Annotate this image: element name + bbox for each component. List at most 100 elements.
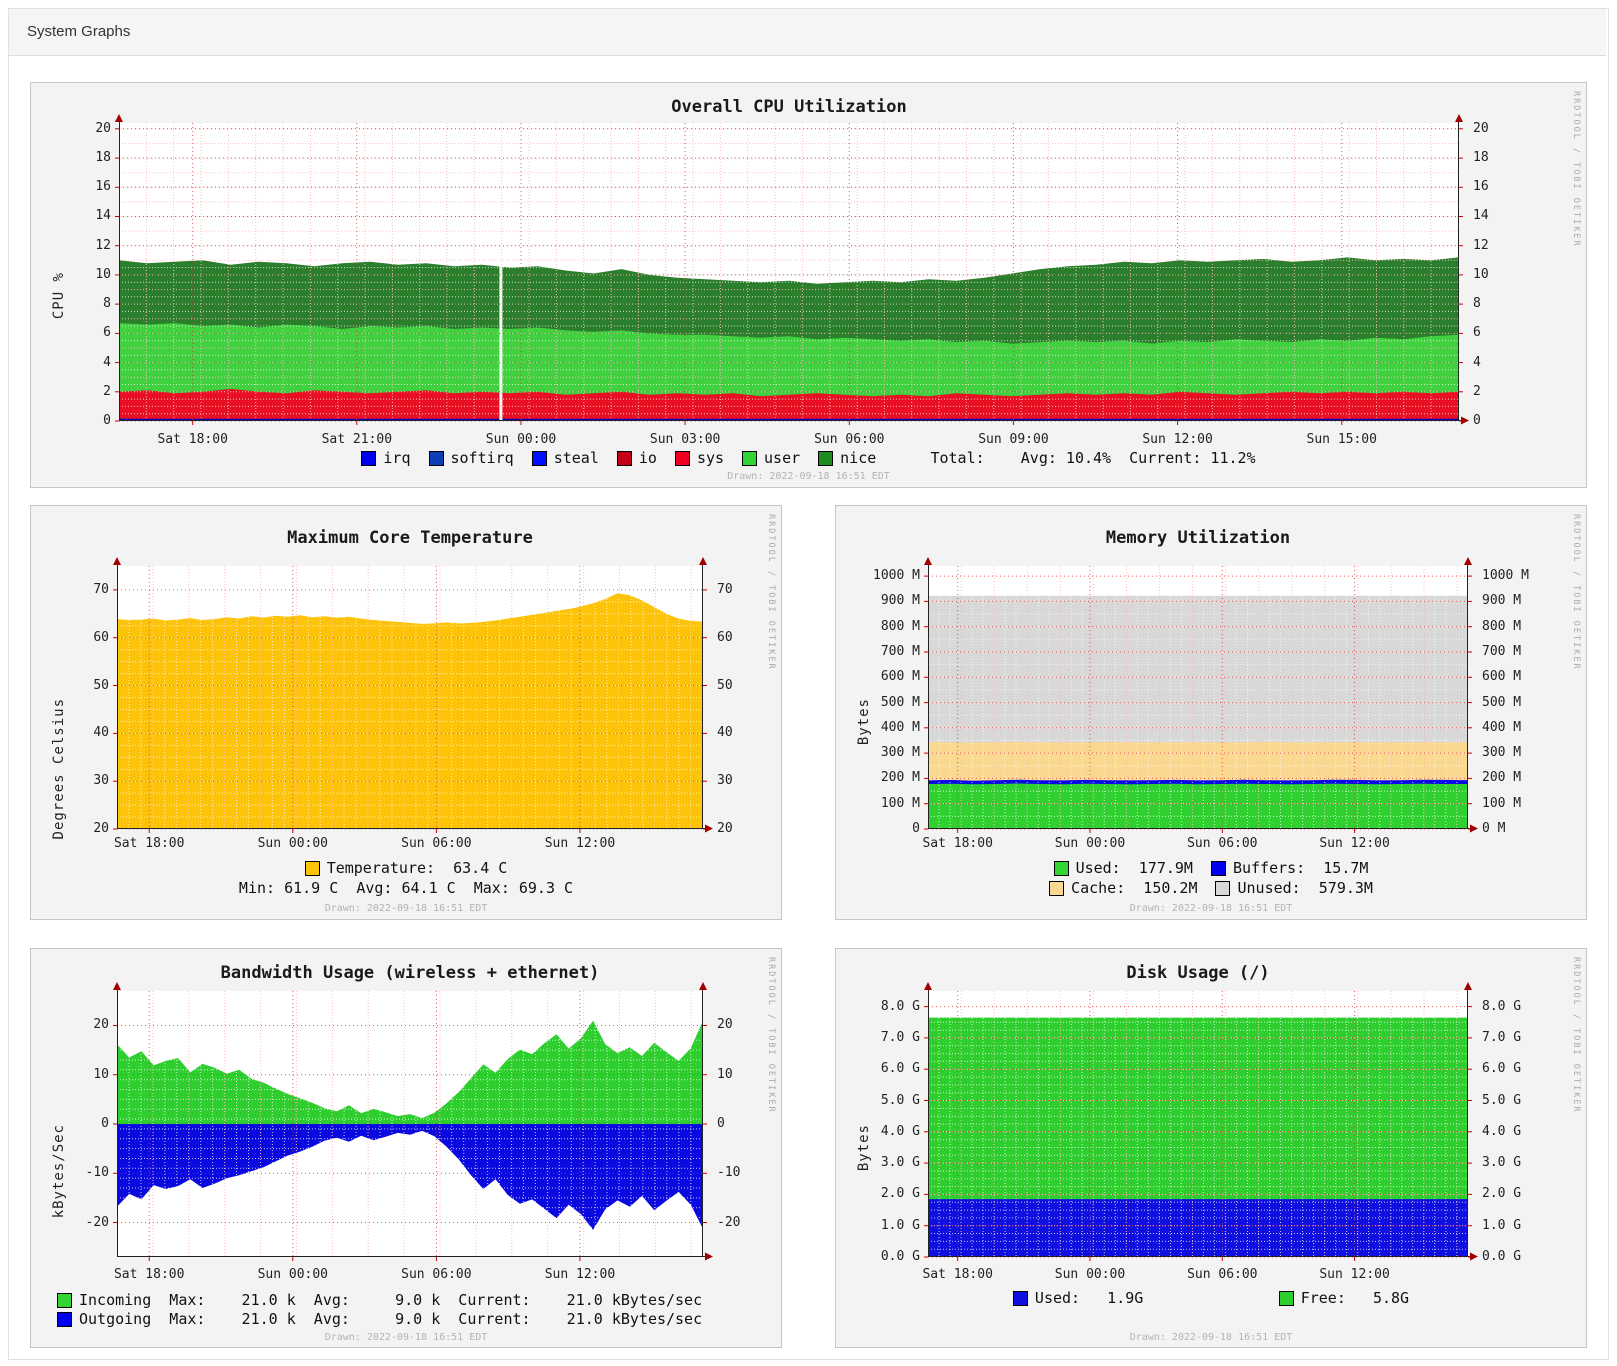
- memory-utilization-panel: Memory Utilization Bytes 0 0 M 100 M 100 M 200…: [835, 505, 1587, 920]
- y-tick-label-right: 8.0 G: [1482, 998, 1522, 1014]
- y-tick-label-left: 12: [95, 237, 111, 253]
- y-tick-label-right: 40: [717, 725, 733, 741]
- legend-text: steal: [553, 449, 599, 467]
- legend-swatch: [1215, 880, 1231, 896]
- y-tick-label-left: 0: [101, 1116, 109, 1131]
- y-tick-label-right: 3.0 G: [1482, 1155, 1522, 1171]
- x-tick-label: Sun 12:00: [1142, 432, 1213, 447]
- chart-title: Disk Usage (/): [1126, 963, 1270, 983]
- y-tick-label-right: 2.0 G: [1482, 1186, 1522, 1202]
- legend-row: Min: 61.9 C Avg: 64.1 C Max: 69.3 C: [31, 879, 781, 897]
- y-tick-label-left: 6.0 G: [880, 1061, 920, 1077]
- chart-title: Overall CPU Utilization: [671, 97, 907, 117]
- chart-title: Maximum Core Temperature: [287, 528, 533, 548]
- drawn-caption: Drawn: 2022-09-18 16:51 EDT: [324, 1332, 488, 1343]
- y-tick-label-right: 12: [1473, 237, 1489, 253]
- y-tick-label-left: 20: [93, 821, 109, 836]
- drawn-caption: Drawn: 2022-09-18 16:51 EDT: [727, 471, 890, 482]
- y-tick-label-right: 4: [1473, 354, 1481, 370]
- y-tick-label-left: 4: [103, 354, 111, 370]
- y-tick-label-right: 800 M: [1482, 618, 1522, 634]
- y-tick-label-left: 1000 M: [873, 568, 920, 584]
- axis-arrow-up-right: [1464, 557, 1472, 565]
- y-tick-label-right: 900 M: [1482, 593, 1522, 609]
- legend-swatch: [531, 450, 547, 466]
- y-tick-label-left: 4.0 G: [880, 1123, 920, 1139]
- legend-swatch: [674, 450, 690, 466]
- x-tick-label: Sat 18:00: [922, 836, 993, 851]
- bandwidth-usage-panel: Bandwidth Usage (wireless + ethernet) kBy…: [30, 948, 782, 1348]
- y-tick-label-right: 0.0 G: [1482, 1249, 1522, 1264]
- series-io-sys: [119, 388, 1459, 421]
- y-tick-label-left: 14: [95, 208, 111, 224]
- x-tick-label: Sat 18:00: [113, 1267, 185, 1282]
- y-tick-label-left: 2.0 G: [880, 1186, 920, 1202]
- y-tick-label-left: 10: [95, 266, 111, 282]
- drawn-caption: Drawn: 2022-09-18 16:51 EDT: [1129, 1332, 1293, 1343]
- legend-row: Cache: 150.2M Unused: 579.3M: [836, 879, 1586, 897]
- y-tick-label-left: 100 M: [880, 795, 920, 811]
- y-tick-label-left: 8.0 G: [880, 998, 920, 1014]
- y-tick-label-right: 1000 M: [1482, 568, 1529, 584]
- x-tick-label: Sat 18:00: [922, 1267, 993, 1282]
- y-tick-label-left: 5.0 G: [880, 1092, 920, 1108]
- y-tick-label-left: 0: [912, 821, 920, 836]
- y-tick-label-right: 7.0 G: [1482, 1029, 1522, 1045]
- y-tick-label-left: 600 M: [880, 669, 920, 685]
- rrdtool-watermark: RRDTOOL / TOBI OETIKER: [1571, 514, 1581, 671]
- x-tick-label: Sun 15:00: [1306, 432, 1377, 447]
- axis-arrow-up-left: [113, 557, 121, 565]
- x-tick-label: Sun 00:00: [1054, 836, 1126, 851]
- x-tick-label: Sun 00:00: [257, 1267, 329, 1282]
- rrdtool-watermark: RRDTOOL / TOBI OETIKER: [1571, 91, 1581, 248]
- rrdtool-watermark: RRDTOOL / TOBI OETIKER: [766, 957, 776, 1114]
- y-tick-label-left: 900 M: [880, 593, 920, 609]
- x-tick-label: Sun 06:00: [814, 432, 885, 447]
- x-tick-label: Sat 18:00: [157, 432, 228, 447]
- plot-disk: [924, 982, 1478, 1261]
- y-tick-label-left: 8: [103, 296, 111, 312]
- header-bar: System Graphs: [9, 9, 1606, 56]
- y-tick-label-right: 0: [1473, 413, 1481, 428]
- x-tick-label: Sun 09:00: [978, 432, 1049, 447]
- drawn-caption: Drawn: 2022-09-18 16:51 EDT: [1129, 903, 1293, 914]
- y-tick-label-right: 200 M: [1482, 770, 1522, 786]
- legend-swatch: [1053, 860, 1069, 876]
- y-tick-label-left: 70: [93, 581, 109, 597]
- legend-swatch: [1012, 1290, 1028, 1306]
- y-tick-label-left: 40: [93, 725, 109, 741]
- y-tick-label-left: 1.0 G: [880, 1217, 920, 1233]
- y-tick-label-left: 20: [93, 1017, 109, 1033]
- y-tick-label-right: 6: [1473, 325, 1481, 341]
- y-tick-label-left: 30: [93, 773, 109, 789]
- legend-row: Outgoing Max: 21.0 k Avg: 9.0 k Current:…: [31, 1310, 781, 1328]
- y-tick-label-right: 600 M: [1482, 669, 1522, 685]
- plot-cpu: [115, 114, 1469, 425]
- axis-arrow-right: [705, 824, 713, 833]
- data-gap: [499, 123, 503, 421]
- y-axis-label: Degrees Celsius: [51, 697, 67, 839]
- legend-swatch: [57, 1311, 72, 1327]
- x-tick-label: Sat 21:00: [321, 432, 393, 447]
- y-tick-label-right: 300 M: [1482, 745, 1522, 761]
- legend-swatch: [57, 1292, 72, 1308]
- y-tick-label-right: 60: [717, 629, 733, 645]
- legend-text: user: [764, 449, 801, 467]
- x-tick-label: Sun 12:00: [544, 1267, 616, 1282]
- x-tick-label: Sun 06:00: [1187, 1267, 1258, 1282]
- legend-text: irq: [383, 449, 411, 467]
- y-tick-label-left: 3.0 G: [880, 1155, 920, 1171]
- legend-swatch: [1210, 860, 1226, 876]
- core-temperature-panel: Maximum Core Temperature Degrees Celsius 2…: [30, 505, 782, 920]
- legend-text: io: [638, 449, 657, 467]
- cpu-utilization-panel: Overall CPU Utilization CPU % 0 0 2 2 4 4 6 6 8 8 10…: [30, 82, 1587, 488]
- y-tick-label-left: 400 M: [880, 719, 920, 735]
- series-temperature: [117, 593, 703, 829]
- y-tick-label-right: 20: [717, 1017, 733, 1033]
- legend-text: [1143, 1289, 1260, 1307]
- y-tick-label-left: 20: [95, 120, 111, 136]
- y-tick-label-left: 0.0 G: [880, 1249, 920, 1264]
- legend-swatch: [616, 450, 632, 466]
- legend-swatch: [361, 450, 377, 466]
